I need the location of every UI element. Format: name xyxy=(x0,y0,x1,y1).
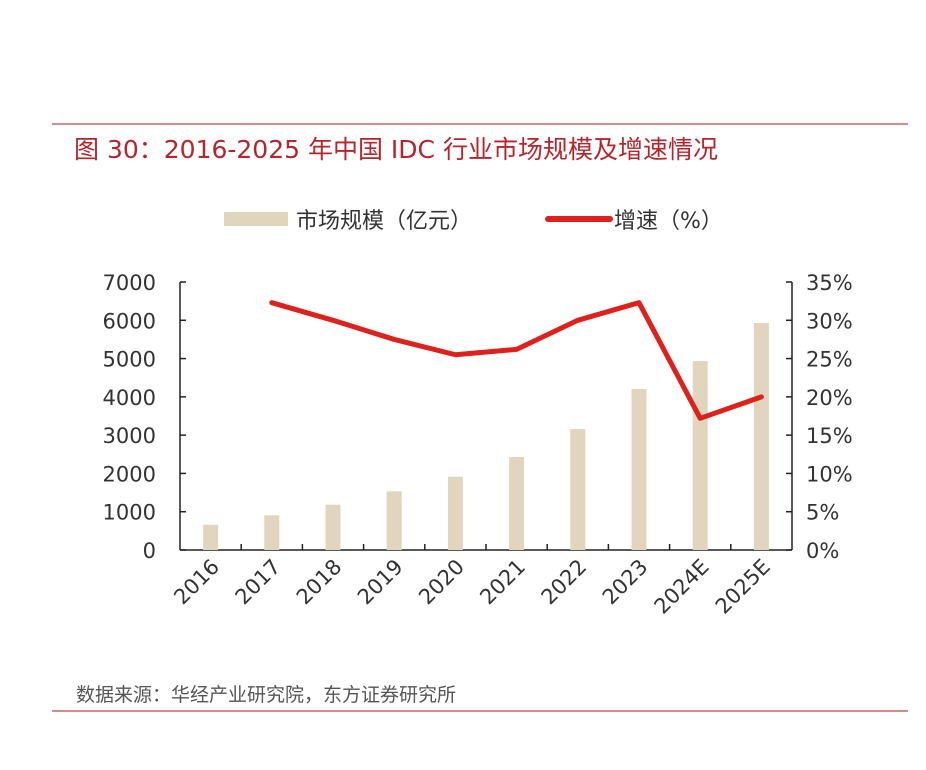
x-tick-label: 2016 xyxy=(169,555,224,610)
left-tick-label: 0 xyxy=(143,539,156,563)
x-tick-label: 2023 xyxy=(598,555,653,610)
bottom-rule xyxy=(52,710,908,712)
x-tick-label: 2025E xyxy=(711,555,775,619)
left-tick-label: 6000 xyxy=(103,309,156,333)
x-tick-label: 2024E xyxy=(650,555,714,619)
bar-2024E xyxy=(692,361,708,550)
right-tick-label: 30% xyxy=(806,309,853,333)
x-tick-label: 2018 xyxy=(292,555,347,610)
legend-swatch-bar xyxy=(224,212,288,226)
bar-2016 xyxy=(203,524,219,550)
x-tick-label: 2017 xyxy=(231,555,286,610)
bar-2022 xyxy=(570,429,586,550)
bar-2019 xyxy=(386,491,402,550)
growth-line xyxy=(269,300,764,421)
legend-label-bar: 市场规模（亿元） xyxy=(296,209,472,234)
right-tick-label: 0% xyxy=(806,539,839,563)
x-tick-label: 2022 xyxy=(537,555,592,610)
x-tick-label: 2020 xyxy=(414,555,469,610)
x-tick-label: 2021 xyxy=(475,555,530,610)
left-tick-label: 3000 xyxy=(103,424,156,448)
right-tick-label: 35% xyxy=(806,271,853,295)
right-tick-label: 25% xyxy=(806,348,853,372)
left-tick-label: 1000 xyxy=(103,501,156,525)
left-tick-label: 7000 xyxy=(103,271,156,295)
left-tick-label: 5000 xyxy=(103,348,156,372)
right-tick-label: 15% xyxy=(806,424,853,448)
right-tick-label: 20% xyxy=(806,386,853,410)
left-tick-label: 4000 xyxy=(103,386,156,410)
chart-title: 图 30：2016-2025 年中国 IDC 行业市场规模及增速情况 xyxy=(74,135,718,164)
right-tick-label: 10% xyxy=(806,462,853,486)
x-tick-label: 2019 xyxy=(353,555,408,610)
bar-2023 xyxy=(631,389,647,550)
source-note: 数据来源：华经产业研究院，东方证券研究所 xyxy=(76,684,457,706)
bar-2021 xyxy=(509,457,525,550)
top-rule xyxy=(52,123,908,125)
bar-2020 xyxy=(447,476,463,550)
bar-2025E xyxy=(753,323,769,550)
legend-label-line: 增速（%） xyxy=(614,209,723,234)
left-tick-label: 2000 xyxy=(103,462,156,486)
bar-2018 xyxy=(325,504,341,550)
right-tick-label: 5% xyxy=(806,501,839,525)
bar-2017 xyxy=(264,515,280,550)
